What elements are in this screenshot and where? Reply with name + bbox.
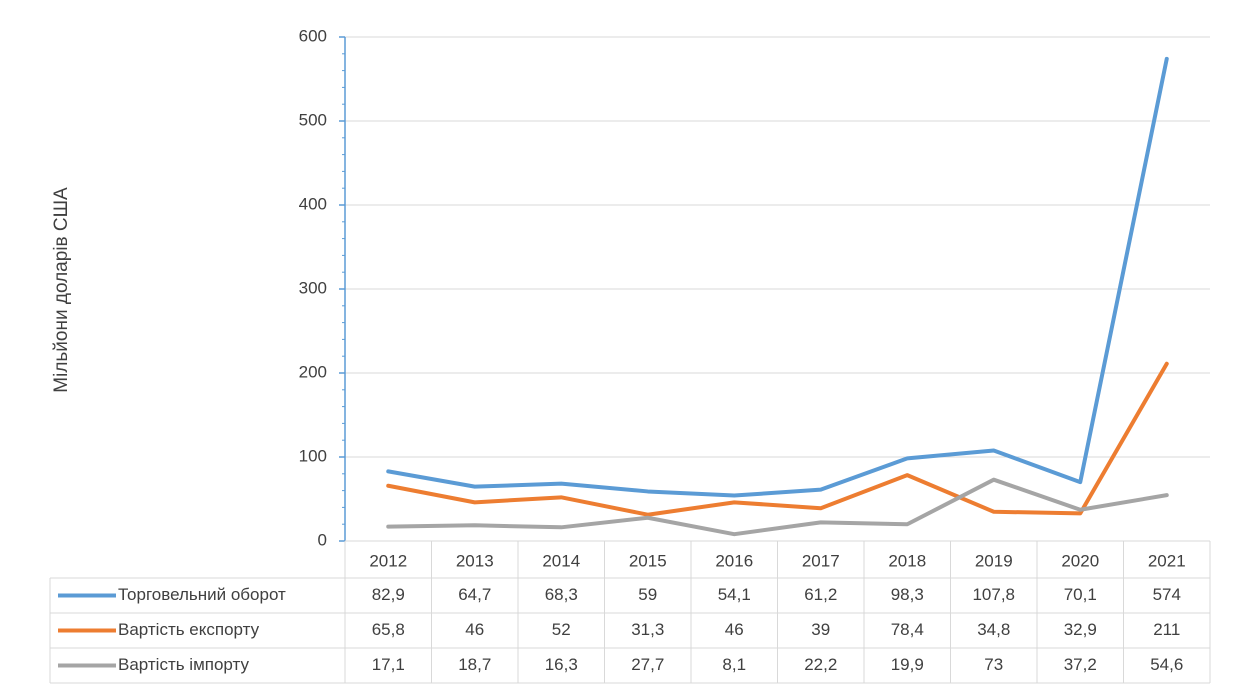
table-value: 32,9 — [1064, 620, 1097, 639]
x-tick-label: 2016 — [715, 551, 753, 570]
y-tick-label: 600 — [299, 26, 327, 45]
table-value: 18,7 — [458, 655, 491, 674]
y-tick-label: 400 — [299, 194, 327, 213]
table-value: 19,9 — [891, 655, 924, 674]
table-value: 98,3 — [891, 585, 924, 604]
legend-label: Вартість експорту — [118, 620, 260, 639]
x-tick-label: 2015 — [629, 551, 667, 570]
y-tick-label: 200 — [299, 362, 327, 381]
y-tick-label: 0 — [318, 530, 327, 549]
table-value: 46 — [465, 620, 484, 639]
series-line — [386, 361, 1169, 517]
y-tick-label: 100 — [299, 446, 327, 465]
x-tick-label: 2013 — [456, 551, 494, 570]
y-tick-label: 300 — [299, 278, 327, 297]
table-value: 46 — [725, 620, 744, 639]
table-value: 68,3 — [545, 585, 578, 604]
table-value: 17,1 — [372, 655, 405, 674]
table-value: 73 — [984, 655, 1003, 674]
table-value: 82,9 — [372, 585, 405, 604]
table-value: 31,3 — [631, 620, 664, 639]
table-value: 52 — [552, 620, 571, 639]
x-tick-label: 2018 — [888, 551, 926, 570]
table-value: 59 — [638, 585, 657, 604]
table-value: 574 — [1153, 585, 1181, 604]
x-tick-label: 2020 — [1061, 551, 1099, 570]
legend-label: Вартість імпорту — [118, 655, 249, 674]
table-value: 34,8 — [977, 620, 1010, 639]
table-value: 61,2 — [804, 585, 837, 604]
table-value: 37,2 — [1064, 655, 1097, 674]
legend-label: Торговельний оборот — [118, 585, 286, 604]
x-tick-label: 2014 — [542, 551, 580, 570]
table-value: 78,4 — [891, 620, 924, 639]
table-value: 211 — [1153, 620, 1180, 639]
series-line — [386, 56, 1169, 498]
x-tick-label: 2012 — [369, 551, 407, 570]
table-value: 70,1 — [1064, 585, 1097, 604]
x-tick-label: 2021 — [1148, 551, 1186, 570]
table-value: 39 — [811, 620, 830, 639]
y-tick-label: 500 — [299, 110, 327, 129]
table-value: 65,8 — [372, 620, 405, 639]
table-value: 22,2 — [804, 655, 837, 674]
table-value: 64,7 — [458, 585, 491, 604]
series-line — [386, 477, 1169, 537]
table-value: 27,7 — [631, 655, 664, 674]
x-tick-label: 2017 — [802, 551, 840, 570]
x-tick-label: 2019 — [975, 551, 1013, 570]
y-axis-label: Мільйони доларів США — [51, 187, 72, 393]
table-value: 16,3 — [545, 655, 578, 674]
table-value: 54,1 — [718, 585, 751, 604]
table-value: 54,6 — [1150, 655, 1183, 674]
table-value: 107,8 — [972, 585, 1015, 604]
table-value: 8,1 — [722, 655, 746, 674]
